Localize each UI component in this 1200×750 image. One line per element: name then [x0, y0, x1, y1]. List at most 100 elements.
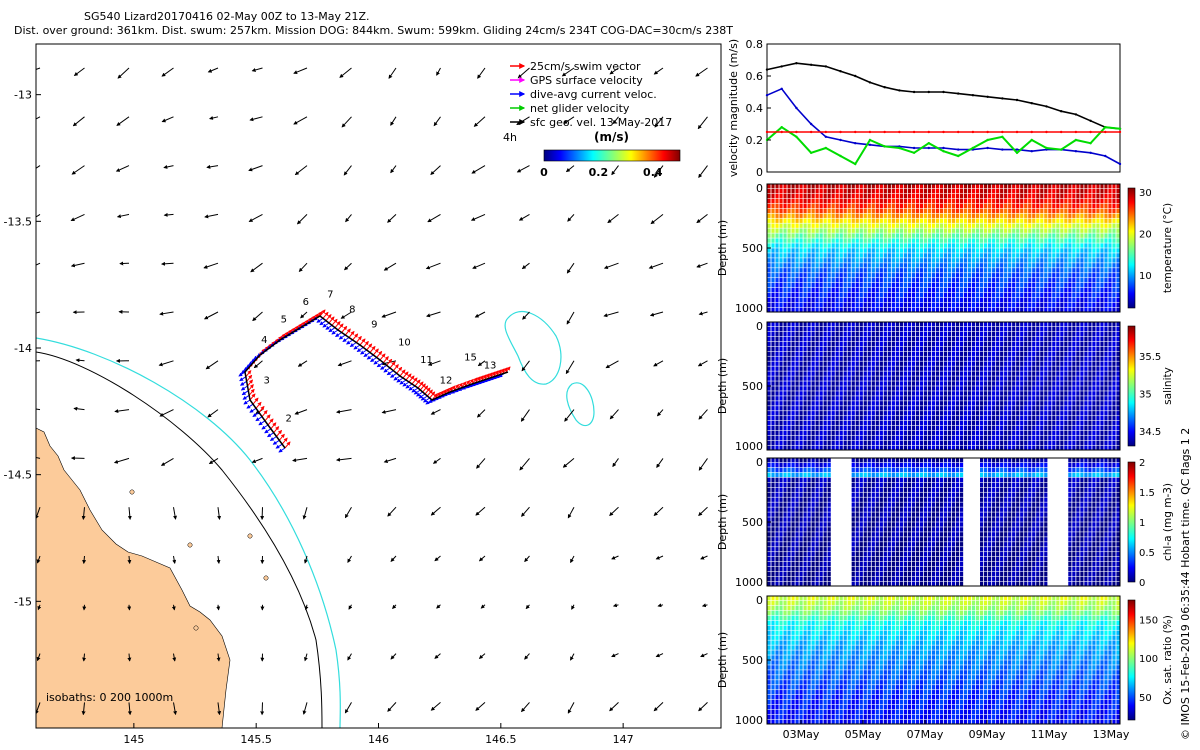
section-cell — [951, 203, 956, 209]
geo-velocity-arrow — [248, 165, 263, 172]
section-cell — [795, 183, 799, 189]
section-cell — [980, 243, 984, 248]
section-cell — [951, 208, 956, 213]
section-cell — [935, 258, 940, 263]
section-cell — [1060, 268, 1064, 273]
section-cell — [943, 218, 948, 223]
geo-velocity-arrow — [339, 67, 352, 78]
section-cell — [1060, 411, 1064, 416]
section-cell — [1004, 351, 1008, 356]
section-cell — [811, 336, 815, 342]
section-cell — [1028, 391, 1032, 396]
section-cell — [1040, 208, 1044, 213]
section-cell — [863, 223, 867, 228]
section-cell — [1060, 425, 1064, 431]
section-cell — [951, 218, 956, 223]
section-cell — [1040, 302, 1044, 308]
section-cell — [903, 336, 907, 342]
section-cell — [767, 228, 771, 233]
section-cell — [1028, 386, 1032, 391]
section-cell — [1044, 208, 1048, 213]
section-cell — [1036, 258, 1040, 263]
section-cell — [903, 396, 907, 401]
section-cell — [871, 331, 875, 337]
section-cell — [775, 258, 779, 263]
section-cell — [996, 411, 1000, 416]
section-cell — [907, 416, 912, 421]
section-cell — [939, 243, 944, 248]
geo-velocity-arrow — [603, 311, 619, 318]
section-cell — [1096, 258, 1100, 263]
track-day-label: 9 — [371, 320, 377, 331]
section-cell — [943, 208, 948, 213]
section-cell — [971, 268, 976, 273]
section-cell — [1048, 386, 1052, 391]
section-cell — [1000, 321, 1004, 327]
section-cell — [855, 435, 859, 441]
map-y-tick-label: -13.5 — [4, 215, 32, 228]
section-cell — [996, 183, 1000, 189]
section-cell — [1044, 268, 1048, 273]
section-cell — [775, 356, 779, 361]
section-cell — [1072, 356, 1076, 361]
section-cell — [1104, 268, 1108, 273]
section-cell — [819, 218, 823, 223]
section-cell — [971, 371, 976, 376]
section-cell — [1076, 258, 1080, 263]
geo-velocity-arrow — [209, 116, 219, 120]
section-cell — [1000, 331, 1004, 337]
section-cell — [839, 233, 843, 238]
section-cell — [1008, 188, 1012, 194]
section-cell — [1112, 297, 1116, 303]
section-cell — [1024, 238, 1028, 243]
section-cell — [847, 361, 851, 366]
section-cell — [931, 326, 936, 332]
section-cell — [980, 356, 984, 361]
section-cell — [1004, 258, 1008, 263]
section-cell — [1060, 331, 1064, 337]
section-cell — [815, 411, 819, 416]
section-cell — [1084, 233, 1088, 238]
section-cell — [895, 430, 899, 436]
section-cell — [847, 366, 851, 371]
section-cell — [847, 183, 851, 189]
section-cell — [875, 421, 879, 426]
section-cell — [827, 386, 831, 391]
section-cell — [851, 361, 855, 366]
section-cell — [1032, 183, 1036, 189]
section-cell — [955, 193, 960, 199]
section-cell — [996, 203, 1000, 209]
section-cell — [955, 440, 960, 446]
section-cell — [903, 366, 907, 371]
section-cell — [799, 218, 803, 223]
section-cell — [988, 307, 992, 313]
section-cell — [980, 425, 984, 431]
geo-velocity-arrow — [82, 653, 87, 662]
section-cell — [843, 198, 847, 204]
section-cell — [1052, 401, 1056, 406]
section-cell — [1060, 228, 1064, 233]
section-cell — [831, 321, 835, 327]
section-cell — [779, 243, 783, 248]
section-cell — [935, 213, 940, 218]
section-cell — [887, 228, 891, 233]
section-cell — [875, 361, 879, 366]
section-cell — [1000, 351, 1004, 356]
section-cell — [795, 366, 799, 371]
section-cell — [1008, 371, 1012, 376]
velocity-point — [898, 130, 901, 134]
section-cell — [903, 376, 907, 381]
geo-velocity-arrow — [470, 213, 486, 221]
section-cell — [984, 278, 988, 283]
section-cell — [903, 341, 907, 347]
swim-vector — [411, 377, 418, 385]
geo-velocity-arrow — [387, 214, 397, 223]
section-cell — [931, 356, 936, 361]
section-cell — [851, 208, 855, 213]
section-cell — [927, 208, 932, 213]
section-cell — [895, 263, 899, 268]
section-cell — [943, 396, 948, 401]
section-cell — [1048, 401, 1052, 406]
section-cell — [907, 346, 912, 351]
section-cell — [807, 198, 811, 204]
